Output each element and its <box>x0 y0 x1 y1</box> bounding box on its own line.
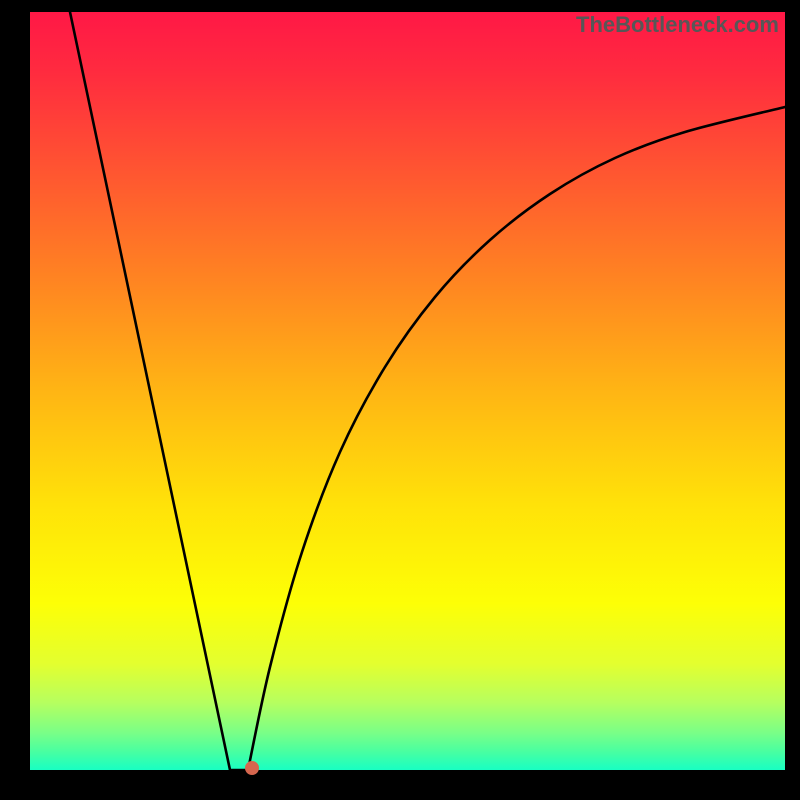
chart-frame: TheBottleneck.com <box>0 0 800 800</box>
optimal-point-marker <box>245 761 259 775</box>
bottleneck-curve <box>0 0 800 800</box>
curve-path <box>70 12 785 778</box>
